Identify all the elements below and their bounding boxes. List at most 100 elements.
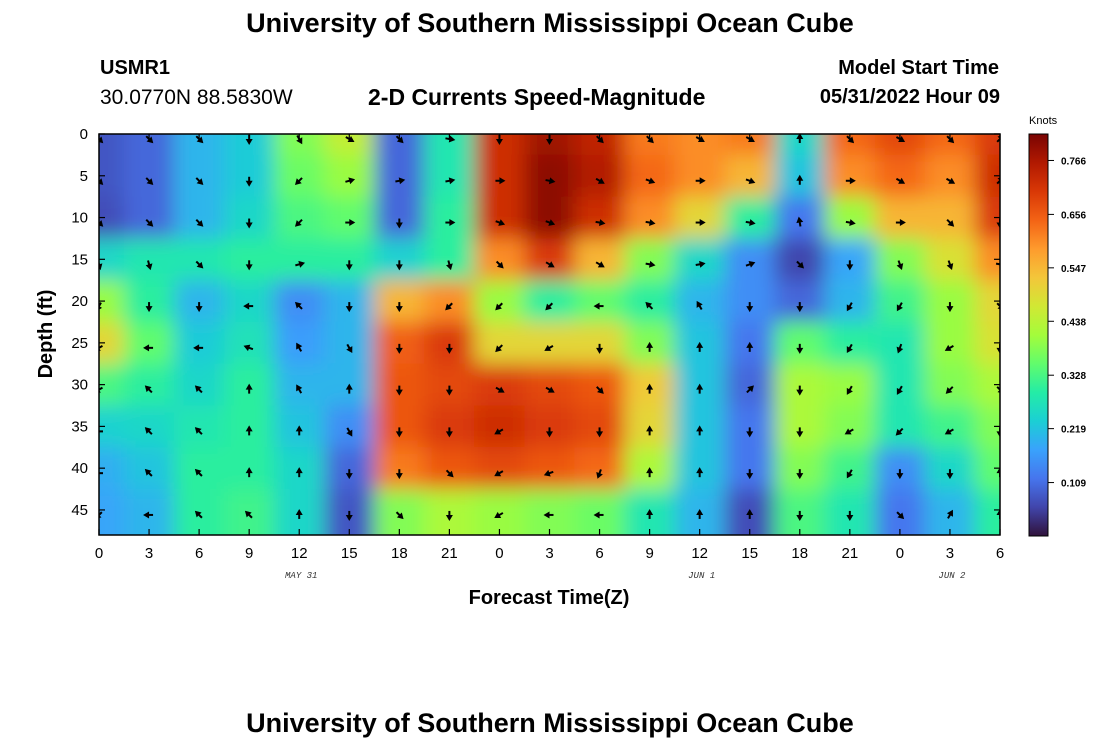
heatmap-cell: [274, 196, 325, 239]
heatmap-cell: [124, 238, 175, 281]
heatmap-cell: [724, 280, 776, 323]
current-vector-arrow: [846, 510, 854, 521]
current-vector-arrow: [345, 177, 356, 185]
heatmap-cell: [774, 238, 826, 281]
heatmap-cell: [474, 196, 525, 239]
x-tick-label: 6: [996, 545, 1004, 562]
current-vector-arrow: [294, 177, 303, 186]
current-vector-arrow: [495, 177, 506, 185]
x-tick-label: 12: [291, 545, 308, 562]
heatmap-cell: [324, 321, 375, 365]
heatmap-cell: [474, 154, 525, 198]
heatmap-cell: [124, 321, 175, 365]
current-vector-arrow: [645, 260, 656, 268]
current-vector-arrow: [946, 135, 955, 144]
current-vector-arrow: [99, 472, 103, 475]
heatmap-cell: [424, 405, 475, 448]
current-vector-arrow: [445, 469, 454, 478]
current-vector-arrow: [194, 427, 203, 435]
current-vector-arrow: [796, 174, 804, 185]
heatmap-cell: [774, 196, 826, 239]
current-vector-arrow: [495, 219, 506, 226]
heatmap-cell: [374, 238, 425, 281]
heatmap-cell: [824, 321, 876, 365]
heatmap-cell: [774, 321, 826, 365]
x-tick-label: 3: [145, 545, 153, 562]
heatmap-cell: [824, 238, 876, 281]
current-vector-arrow: [696, 383, 704, 394]
current-vector-arrow: [596, 469, 603, 479]
heatmap-cell: [574, 238, 626, 281]
current-vector-arrow: [896, 302, 903, 312]
heatmap-cell: [524, 321, 576, 365]
current-vector-arrow: [144, 385, 153, 394]
model-start-date: 05/31/2022 Hour 09: [819, 86, 1000, 108]
heatmap-cell: [324, 134, 375, 156]
heatmap-cell: [674, 154, 726, 198]
current-vector-arrow: [896, 511, 905, 520]
heatmap-cell: [424, 238, 475, 281]
heatmap-cell: [274, 363, 325, 407]
current-vector-arrow: [645, 301, 654, 310]
heatmap-cell: [124, 447, 175, 490]
y-axis: 0 5 10 15 20 25 30 35 40 45: [71, 126, 1000, 519]
current-vector-arrow: [745, 177, 756, 185]
heatmap-cell: [774, 280, 826, 323]
heatmap-cell: [374, 196, 425, 239]
heatmap-cell: [374, 134, 425, 156]
current-vector-arrow: [593, 302, 604, 310]
current-vector-arrow: [596, 427, 604, 438]
heatmap-cell: [774, 134, 826, 156]
heatmap-cell: [224, 321, 275, 365]
heatmap-cell: [774, 363, 826, 407]
heatmap-cell: [174, 196, 225, 239]
heatmap-cell: [524, 196, 576, 239]
current-vector-arrow: [345, 219, 356, 227]
current-vector-arrow: [294, 219, 303, 227]
heatmap-cell: [524, 405, 576, 448]
current-vector-arrow: [545, 386, 555, 393]
main-title: University of Southern Mississippi Ocean…: [246, 8, 854, 38]
current-vector-arrow: [595, 177, 605, 184]
heatmap-cell: [374, 154, 425, 198]
current-vector-arrow: [395, 427, 403, 438]
current-vector-arrow: [145, 302, 153, 313]
x-tick-label: 0: [896, 545, 904, 562]
current-vector-arrow: [395, 302, 403, 313]
heatmap-cell: [624, 134, 676, 156]
x-tick-label: 6: [195, 545, 203, 562]
heatmap-cell: [474, 489, 525, 535]
heatmap-cell: [174, 154, 225, 198]
heatmap-cell: [124, 134, 175, 156]
heatmap-cell: [524, 447, 576, 490]
heatmap-cell: [374, 447, 425, 490]
y-tick-label: 45: [71, 502, 88, 519]
current-vector-arrow: [746, 385, 754, 394]
heatmap-cell: [424, 134, 475, 156]
current-vector-arrow: [145, 135, 154, 144]
current-vector-arrow: [345, 260, 353, 271]
current-vector-arrow: [395, 135, 404, 144]
heatmap-cell: [99, 489, 125, 535]
current-vector-arrow: [645, 219, 656, 226]
heatmap-cell: [924, 134, 976, 156]
current-vector-arrow: [596, 386, 604, 394]
current-vector-arrow: [143, 344, 154, 352]
heatmap-cell: [574, 447, 626, 490]
current-vector-arrow: [946, 509, 953, 519]
current-vector-arrow: [294, 301, 303, 310]
colorbar-units: Knots: [1029, 115, 1058, 127]
y-tick-label: 5: [80, 168, 88, 185]
heatmap-cell: [224, 196, 275, 239]
current-vector-arrow: [844, 428, 854, 435]
current-vector-arrow: [346, 427, 353, 437]
current-vector-arrow: [846, 385, 853, 395]
current-vector-arrow: [895, 427, 904, 436]
heatmap-cell: [174, 134, 225, 156]
current-vector-arrow: [395, 218, 403, 229]
current-vector-arrow: [545, 177, 556, 185]
heatmap-cell: [124, 154, 175, 198]
y-tick-label: 40: [71, 460, 88, 477]
heatmap-cell: [324, 154, 375, 198]
y-tick-label: 10: [71, 210, 88, 227]
